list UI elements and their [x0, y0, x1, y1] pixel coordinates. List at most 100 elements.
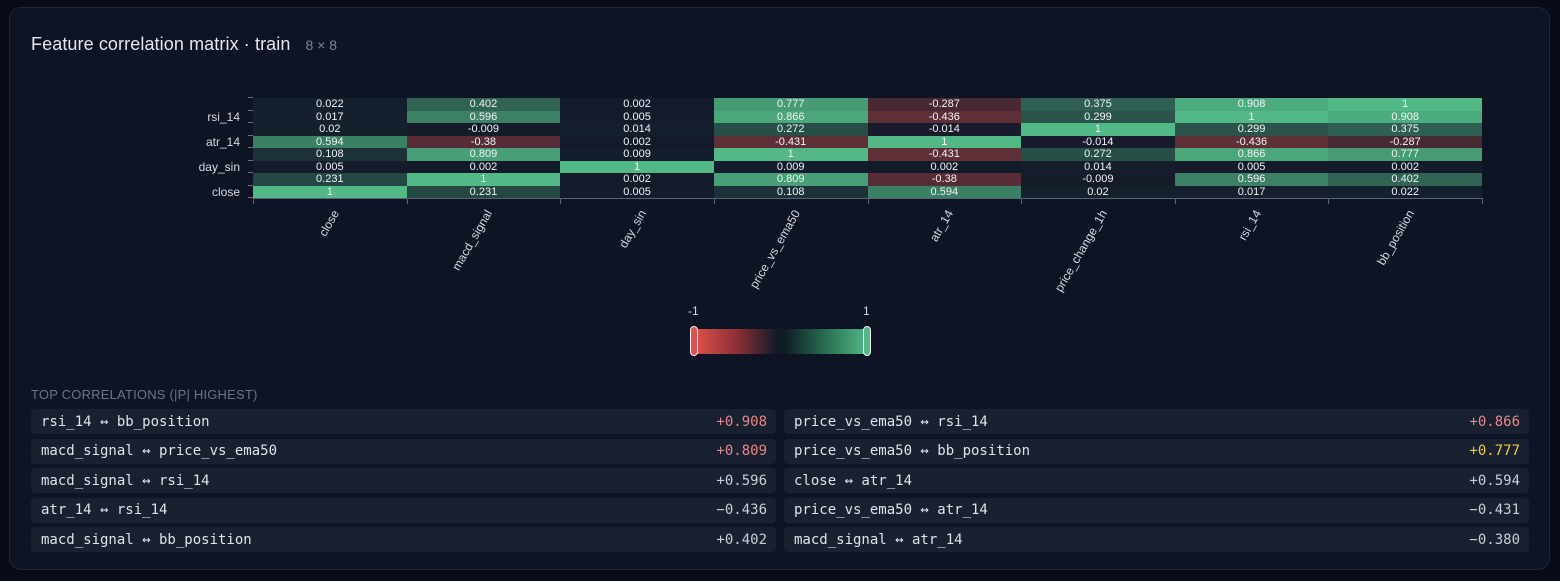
heatmap-cell[interactable]: 0.108: [253, 148, 407, 161]
heatmap-cell[interactable]: 0.005: [1174, 160, 1329, 173]
correlation-pair: price_vs_ema50 ↔ bb_position: [794, 443, 1031, 460]
y-tick-mark: [248, 109, 253, 111]
x-tick-mark: [867, 198, 869, 204]
heatmap-cell[interactable]: 0.866: [1174, 148, 1329, 161]
heatmap-cell[interactable]: 0.231: [253, 173, 407, 186]
correlation-row[interactable]: price_vs_ema50 ↔ rsi_14 +0.866: [784, 409, 1529, 434]
colorbar-min-handle[interactable]: [690, 326, 698, 356]
heatmap-cell[interactable]: 0.908: [1328, 110, 1482, 123]
heatmap-cell[interactable]: 0.002: [1328, 160, 1482, 173]
heatmap-cell[interactable]: 0.017: [253, 110, 407, 123]
correlation-pair: macd_signal ↔ price_vs_ema50: [41, 443, 278, 460]
heatmap-cell[interactable]: -0.436: [1174, 135, 1329, 148]
heatmap-cell[interactable]: 0.002: [560, 98, 714, 111]
correlation-row[interactable]: rsi_14 ↔ bb_position +0.908: [31, 409, 776, 434]
y-tick-mark: [248, 122, 253, 123]
heatmap-cell[interactable]: -0.287: [867, 98, 1022, 111]
heatmap-cell[interactable]: -0.431: [713, 135, 868, 148]
heatmap-cell[interactable]: 0.594: [867, 185, 1022, 198]
heatmap-cell[interactable]: 0.02: [253, 123, 407, 136]
heatmap-cell[interactable]: 0.002: [560, 173, 714, 186]
correlation-row[interactable]: macd_signal ↔ bb_position +0.402: [31, 527, 776, 553]
correlation-pair: rsi_14 ↔ bb_position: [41, 413, 210, 430]
x-tick-mark: [253, 198, 254, 204]
heatmap-cell[interactable]: 0.866: [713, 110, 868, 123]
heatmap-cell[interactable]: 0.596: [1174, 173, 1329, 186]
colorbar: [694, 329, 867, 354]
heatmap-cell[interactable]: 1: [867, 135, 1022, 148]
heatmap-grid: 1 0.231 0.005 0.108 0.594 0.02 0.017 0.022 0.231…: [253, 98, 1482, 198]
heatmap-cell[interactable]: -0.38: [867, 173, 1022, 186]
correlation-value: +0.594: [1469, 472, 1520, 489]
y-tick-label: atr_14: [205, 134, 240, 149]
heatmap-cell[interactable]: -0.436: [867, 110, 1022, 123]
correlation-value: +0.809: [716, 443, 767, 460]
x-tick-mark: [1328, 198, 1330, 204]
correlation-row[interactable]: close ↔ atr_14 +0.594: [784, 468, 1529, 494]
heatmap-cell[interactable]: 0.02: [1021, 185, 1175, 198]
heatmap-cell[interactable]: 1: [713, 148, 868, 161]
heatmap-cell[interactable]: 1: [253, 185, 407, 198]
heatmap-cell[interactable]: 0.014: [560, 123, 714, 136]
y-tick-label: day_sin: [198, 159, 240, 174]
correlation-row[interactable]: price_vs_ema50 ↔ bb_position +0.777: [784, 438, 1529, 464]
heatmap-cell[interactable]: 0.231: [406, 185, 561, 198]
heatmap-cell[interactable]: 0.299: [1174, 123, 1329, 136]
heatmap-cell[interactable]: 0.272: [713, 123, 868, 136]
colorbar-max-handle[interactable]: [863, 326, 871, 356]
heatmap-cell[interactable]: -0.014: [867, 123, 1022, 136]
heatmap-cell[interactable]: 0.002: [867, 160, 1022, 173]
correlation-value: +0.596: [716, 472, 767, 489]
heatmap-cell[interactable]: 1: [560, 160, 714, 173]
heatmap-cell[interactable]: 0.022: [253, 98, 407, 111]
heatmap-cell[interactable]: 0.022: [1328, 185, 1482, 198]
heatmap-cell[interactable]: 0.299: [1021, 110, 1175, 123]
heatmap-cell[interactable]: 0.005: [560, 185, 714, 198]
x-tick-mark: [1021, 198, 1023, 204]
heatmap-cell[interactable]: 0.009: [560, 148, 714, 161]
heatmap-cell[interactable]: 0.009: [713, 160, 868, 173]
heatmap-cell[interactable]: -0.009: [1021, 173, 1175, 186]
heatmap-cell[interactable]: 1: [406, 173, 561, 186]
x-tick-label: price_change_1h: [1051, 207, 1110, 295]
heatmap-cell[interactable]: -0.009: [406, 123, 561, 136]
heatmap-cell[interactable]: 0.017: [1174, 185, 1329, 198]
heatmap-cell[interactable]: -0.431: [867, 148, 1022, 161]
correlation-row[interactable]: atr_14 ↔ rsi_14 −0.436: [31, 497, 776, 523]
heatmap-cell[interactable]: 1: [1021, 123, 1175, 136]
heatmap-cell[interactable]: 0.402: [406, 98, 561, 111]
x-tick-label: macd_signal: [449, 207, 496, 273]
heatmap-cell[interactable]: 0.002: [406, 160, 561, 173]
heatmap-cell[interactable]: 0.375: [1021, 98, 1175, 111]
correlation-value: +0.866: [1469, 413, 1520, 430]
x-tick-mark: [713, 198, 715, 204]
heatmap-cell[interactable]: 0.809: [713, 173, 868, 186]
heatmap-cell[interactable]: -0.287: [1328, 135, 1482, 148]
heatmap-cell[interactable]: -0.014: [1021, 135, 1175, 148]
heatmap-cell[interactable]: 0.596: [406, 110, 561, 123]
heatmap-cell[interactable]: 1: [1328, 98, 1482, 111]
heatmap-cell[interactable]: 0.594: [253, 135, 407, 148]
heatmap-cell[interactable]: 0.375: [1328, 123, 1482, 136]
correlation-row[interactable]: price_vs_ema50 ↔ atr_14 −0.431: [784, 497, 1529, 523]
heatmap-cell[interactable]: 0.005: [253, 160, 407, 173]
heatmap-cell[interactable]: -0.38: [406, 135, 561, 148]
correlation-pair: price_vs_ema50 ↔ rsi_14: [794, 413, 988, 430]
heatmap-cell[interactable]: 0.014: [1021, 160, 1175, 173]
correlation-row[interactable]: macd_signal ↔ rsi_14 +0.596: [31, 468, 776, 494]
heatmap-cell[interactable]: 0.005: [560, 110, 714, 123]
correlation-row[interactable]: macd_signal ↔ atr_14 −0.380: [784, 527, 1529, 553]
heatmap-cell[interactable]: 0.908: [1174, 98, 1329, 111]
heatmap-cell[interactable]: 0.809: [406, 148, 561, 161]
correlation-row[interactable]: macd_signal ↔ price_vs_ema50 +0.809: [31, 438, 776, 464]
y-tick-mark: [248, 134, 253, 136]
correlation-pair: price_vs_ema50 ↔ atr_14: [794, 502, 988, 519]
heatmap-cell[interactable]: 0.108: [713, 185, 868, 198]
heatmap-cell[interactable]: 0.777: [713, 98, 868, 111]
heatmap-cell[interactable]: 0.402: [1328, 173, 1482, 186]
heatmap-cell[interactable]: 0.777: [1328, 148, 1482, 161]
heatmap-cell[interactable]: 1: [1174, 110, 1329, 123]
heatmap-cell[interactable]: 0.002: [560, 135, 714, 148]
correlation-value: −0.431: [1469, 502, 1520, 519]
heatmap-cell[interactable]: 0.272: [1021, 148, 1175, 161]
